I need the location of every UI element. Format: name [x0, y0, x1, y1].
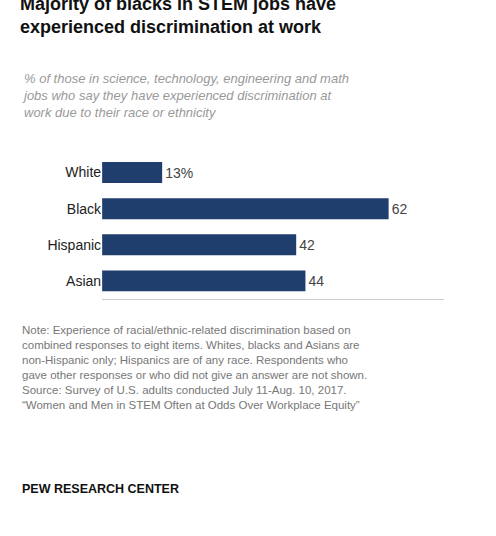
svg-text:44: 44	[308, 273, 324, 289]
svg-text:Majority of blacks in STEM job: Majority of blacks in STEM jobs haveexpe…	[20, 0, 336, 37]
svg-text:% of those in science, technol: % of those in science, technology, engin…	[22, 71, 349, 120]
svg-text:62: 62	[392, 201, 408, 217]
svg-text:Note: Experience of racial/eth: Note: Experience of racial/ethnic-relate…	[22, 324, 367, 411]
svg-text:White: White	[65, 164, 101, 180]
svg-text:42: 42	[299, 237, 315, 253]
svg-text:PEW RESEARCH CENTER: PEW RESEARCH CENTER	[22, 482, 179, 496]
svg-text:Hispanic: Hispanic	[47, 237, 101, 253]
svg-text:Asian: Asian	[66, 273, 101, 289]
svg-text:13%: 13%	[165, 165, 193, 181]
svg-text:Black: Black	[67, 201, 102, 217]
